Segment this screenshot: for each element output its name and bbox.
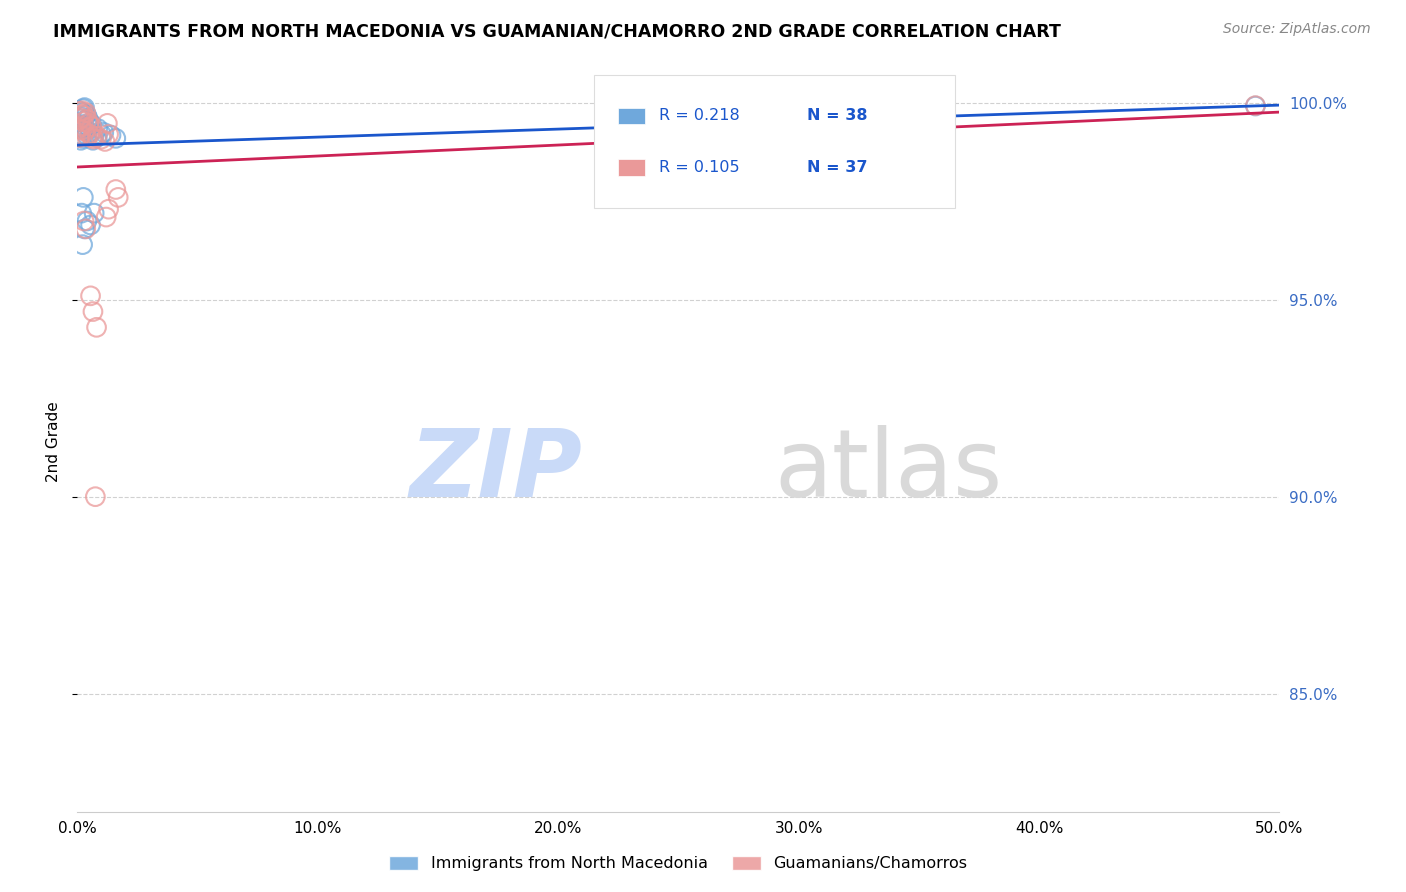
Point: [79, 125, 101, 139]
Point: [69, 112, 91, 127]
Text: N = 38: N = 38: [807, 108, 868, 123]
Point: [100, 128, 122, 143]
Point: [80, 120, 103, 134]
Point: [70, 122, 93, 136]
Point: [70, 119, 93, 133]
Point: [67, 104, 90, 119]
Point: [73, 214, 96, 228]
Point: [69, 120, 91, 134]
Point: [1244, 99, 1267, 113]
Text: N = 37: N = 37: [807, 160, 868, 175]
Point: [70, 133, 93, 147]
Text: R = 0.105: R = 0.105: [659, 160, 740, 175]
Point: [73, 222, 96, 236]
Point: [79, 115, 101, 129]
Point: [90, 128, 112, 142]
Point: [75, 108, 97, 122]
Point: [76, 112, 98, 127]
Point: [67, 103, 90, 118]
Point: [104, 182, 127, 196]
Point: [70, 111, 93, 125]
Point: [87, 121, 110, 136]
FancyBboxPatch shape: [619, 108, 645, 124]
Point: [73, 108, 96, 122]
Legend: Immigrants from North Macedonia, Guamanians/Chamorros: Immigrants from North Macedonia, Guamani…: [382, 849, 974, 878]
Point: [70, 118, 93, 132]
Point: [69, 112, 91, 126]
Point: [77, 120, 100, 135]
Point: [72, 237, 94, 252]
Text: IMMIGRANTS FROM NORTH MACEDONIA VS GUAMANIAN/CHAMORRO 2ND GRADE CORRELATION CHAR: IMMIGRANTS FROM NORTH MACEDONIA VS GUAMA…: [53, 22, 1062, 40]
Point: [72, 131, 94, 145]
Point: [84, 490, 107, 504]
Point: [90, 132, 112, 146]
Point: [75, 222, 97, 236]
Point: [69, 130, 91, 145]
Point: [107, 190, 129, 204]
Point: [75, 129, 97, 144]
Point: [72, 190, 94, 204]
Point: [69, 120, 91, 135]
Point: [82, 304, 104, 318]
Point: [75, 105, 97, 120]
Point: [79, 289, 101, 303]
Point: [76, 128, 98, 143]
Point: [77, 112, 100, 126]
Point: [79, 218, 101, 232]
Point: [86, 129, 108, 144]
Point: [73, 124, 96, 138]
Point: [73, 123, 96, 137]
Point: [72, 103, 94, 118]
Point: [97, 128, 120, 142]
Point: [94, 135, 117, 149]
Point: [72, 115, 94, 129]
Point: [80, 118, 103, 132]
Point: [83, 132, 105, 146]
Point: [70, 206, 93, 220]
Point: [70, 108, 93, 122]
Point: [83, 128, 105, 143]
Point: [86, 320, 108, 334]
FancyBboxPatch shape: [595, 75, 955, 209]
Text: atlas: atlas: [775, 425, 1002, 517]
Text: Source: ZipAtlas.com: Source: ZipAtlas.com: [1223, 22, 1371, 37]
Point: [73, 113, 96, 128]
Y-axis label: 2nd Grade: 2nd Grade: [45, 401, 60, 482]
Point: [96, 210, 118, 224]
Text: R = 0.218: R = 0.218: [659, 108, 740, 123]
Point: [77, 116, 100, 130]
Point: [96, 116, 118, 130]
Point: [1244, 98, 1267, 112]
Point: [82, 130, 104, 145]
Point: [86, 130, 108, 145]
FancyBboxPatch shape: [619, 160, 645, 176]
Point: [69, 128, 91, 143]
Point: [70, 105, 93, 120]
Point: [104, 131, 127, 145]
Point: [79, 128, 101, 142]
Point: [97, 202, 120, 217]
Point: [83, 206, 105, 220]
Text: ZIP: ZIP: [409, 425, 582, 517]
Point: [69, 129, 91, 144]
Point: [93, 125, 115, 139]
Point: [82, 133, 104, 147]
Point: [76, 214, 98, 228]
Point: [72, 102, 94, 116]
Point: [72, 121, 94, 136]
Point: [70, 128, 93, 142]
Point: [73, 101, 96, 115]
Point: [70, 110, 93, 124]
